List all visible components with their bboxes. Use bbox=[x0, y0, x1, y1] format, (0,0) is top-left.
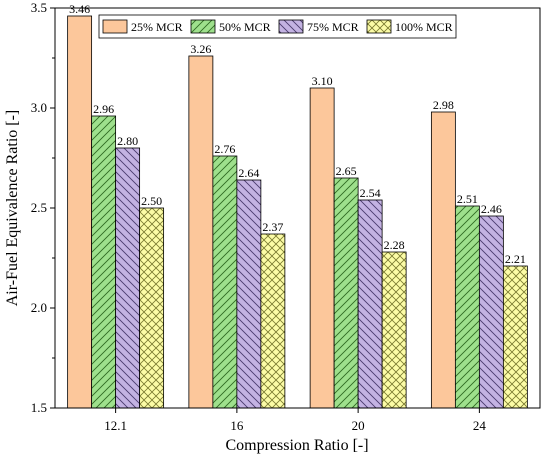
bar-50-mcr-20 bbox=[333, 177, 359, 409]
x-tick-label: 16 bbox=[230, 418, 244, 433]
bars-layer bbox=[67, 15, 528, 409]
data-labels-layer: 3.46 2.96 2.80 2.50 3.26 2.762.64 2.37 3.10 2.65… bbox=[69, 2, 526, 266]
data-label: 2.64 bbox=[238, 166, 259, 180]
data-label: 2.51 bbox=[457, 192, 478, 206]
data-label: 2.28 bbox=[384, 238, 405, 252]
data-label: 3.26 bbox=[190, 42, 211, 56]
data-label: 2.21 bbox=[505, 252, 526, 266]
data-label: 2.98 bbox=[433, 98, 454, 112]
data-label: 2.46 bbox=[481, 202, 502, 216]
y-axis: 1.5 2.0 2.5 3.0 3.5 bbox=[31, 0, 55, 415]
legend-swatch-100-mcr bbox=[366, 19, 392, 34]
legend-swatch-25-mcr bbox=[102, 19, 128, 34]
data-label: 2.76 bbox=[214, 142, 235, 156]
x-tick-label: 24 bbox=[473, 418, 487, 433]
data-label: 2.37 bbox=[262, 220, 283, 234]
legend-swatch-50-mcr bbox=[190, 19, 216, 34]
y-tick-label: 3.0 bbox=[31, 100, 47, 115]
data-label: 2.80 bbox=[117, 134, 138, 148]
data-label: 2.54 bbox=[360, 186, 381, 200]
bar-50-mcr-24 bbox=[454, 205, 480, 409]
y-tick-label: 3.5 bbox=[31, 0, 47, 15]
x-axis: 12.1 16 20 24 bbox=[104, 408, 486, 433]
bar-25-mcr-24 bbox=[430, 111, 456, 409]
bar-100-mcr-16 bbox=[260, 233, 286, 409]
bar-25-mcr-12-1 bbox=[67, 15, 93, 409]
bar-25-mcr-16 bbox=[188, 55, 214, 409]
bar-100-mcr-24 bbox=[502, 265, 528, 409]
bar-25-mcr-20 bbox=[309, 87, 335, 409]
bar-75-mcr-12-1 bbox=[115, 147, 141, 409]
bar-50-mcr-12-1 bbox=[91, 115, 117, 409]
y-tick-label: 1.5 bbox=[31, 400, 47, 415]
legend-label: 25% MCR bbox=[131, 20, 183, 34]
x-tick-label: 20 bbox=[352, 418, 365, 433]
bar-75-mcr-16 bbox=[236, 179, 262, 409]
y-axis-title: Air-Fuel Equivalence Ratio [-] bbox=[4, 110, 21, 307]
legend: 25% MCR 50% MCR 75% MCR 100% MCR bbox=[98, 14, 457, 39]
legend-label: 100% MCR bbox=[395, 20, 453, 34]
y-tick-label: 2.5 bbox=[31, 200, 47, 215]
legend-label: 50% MCR bbox=[219, 20, 271, 34]
data-label: 2.65 bbox=[336, 164, 357, 178]
bar-100-mcr-20 bbox=[381, 251, 407, 409]
data-label: 2.50 bbox=[141, 194, 162, 208]
bar-75-mcr-24 bbox=[478, 215, 504, 409]
x-tick-label: 12.1 bbox=[104, 418, 127, 433]
data-label: 3.46 bbox=[69, 2, 90, 16]
legend-swatch-75-mcr bbox=[278, 19, 304, 34]
x-axis-title: Compression Ratio [-] bbox=[225, 437, 368, 454]
bar-50-mcr-16 bbox=[212, 155, 238, 409]
bar-100-mcr-12-1 bbox=[139, 207, 165, 409]
data-label: 3.10 bbox=[312, 74, 333, 88]
bar-75-mcr-20 bbox=[357, 199, 383, 409]
y-tick-label: 2.0 bbox=[31, 300, 47, 315]
legend-label: 75% MCR bbox=[307, 20, 359, 34]
data-label: 2.96 bbox=[93, 102, 114, 116]
